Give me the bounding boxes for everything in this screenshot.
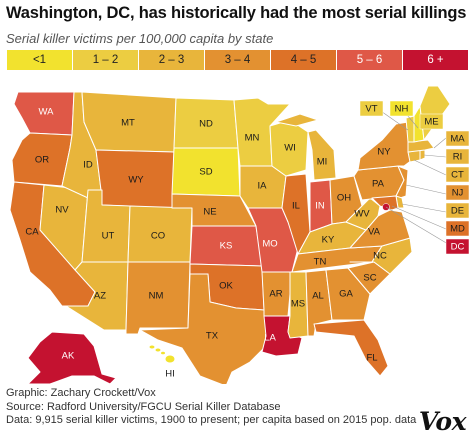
state-label-MT: MT [121,118,135,129]
state-VT [405,115,415,143]
callout-NJ: NJ [445,184,470,201]
state-label-OR: OR [35,155,49,166]
state-MI [275,113,337,181]
vox-logo: Vox [418,407,467,436]
state-label-AZ: AZ [94,291,106,302]
legend-bin: 2 – 3 [139,50,205,70]
callout-NH: NH [389,100,414,117]
state-label-HI: HI [165,369,175,380]
callout-label-RI: RI [453,152,463,163]
state-label-MS: MS [291,299,305,310]
state-label-OK: OK [219,281,233,292]
callout-DE: DE [445,202,470,219]
state-label-ND: ND [199,119,213,130]
color-legend: <1 1 – 2 2 – 3 3 – 4 4 – 5 5 – 6 6 + [7,50,468,70]
state-label-AL: AL [312,291,324,302]
state-label-UT: UT [102,231,115,242]
state-label-ID: ID [83,160,93,171]
callout-label-ME: ME [424,117,438,128]
state-label-TN: TN [314,257,327,268]
credits: Graphic: Zachary Crockett/Vox Source: Ra… [6,387,416,428]
callout-MA: MA [445,130,470,147]
state-label-WI: WI [284,143,296,154]
state-MA [407,139,435,153]
callout-label-NH: NH [395,104,409,115]
state-label-NY: NY [377,147,391,158]
state-AK [27,331,117,384]
state-label-PA: PA [372,179,385,190]
callout-label-NJ: NJ [452,188,464,199]
credit-data: Data: 9,915 serial killer victims, 1900 … [6,414,417,426]
state-label-IA: IA [258,181,268,192]
state-FL [313,319,389,377]
callout-label-DE: DE [451,206,464,217]
state-label-GA: GA [339,289,353,300]
callout-ME: ME [419,113,444,130]
chart-title: Washington, DC, has historically had the… [6,4,467,22]
state-NC [349,237,413,275]
credit-graphic: Graphic: Zachary Crockett/Vox [6,387,156,399]
callout-CT: CT [445,166,470,183]
state-label-IL: IL [292,201,300,212]
callout-label-DC: DC [451,242,465,253]
state-ME [419,85,451,141]
callout-label-MD: MD [450,224,465,235]
state-HI [148,344,176,364]
credit-source: Source: Radford University/FGCU Serial K… [6,400,281,413]
state-label-CO: CO [151,231,165,242]
state-label-AR: AR [269,289,282,300]
state-label-VA: VA [368,227,381,238]
state-label-KS: KS [220,241,233,252]
callout-VT: VT [359,100,384,117]
state-label-OH: OH [337,193,351,204]
chart-subtitle: Serial killer victims per 100,000 capita… [6,31,274,46]
state-label-NC: NC [373,251,387,262]
state-label-IN: IN [315,201,325,212]
state-label-LA: LA [264,333,276,344]
state-label-MI: MI [317,157,328,168]
state-label-MN: MN [245,133,260,144]
callout-DC: DC [445,238,470,255]
state-label-TX: TX [206,331,219,342]
legend-bin: 4 – 5 [271,50,337,70]
legend-bin: 1 – 2 [73,50,139,70]
legend-bin: 6 + [403,50,468,70]
state-label-FL: FL [366,353,377,364]
state-label-NE: NE [203,207,216,218]
state-MD [371,195,399,211]
state-label-WV: WV [354,209,370,220]
state-label-WA: WA [39,107,55,118]
us-choropleth-map: WA OR CA NV ID MT WY UT AZ CO NM ND SD NE KS OK TX MN IA MO… [9,85,470,384]
callout-label-CT: CT [451,170,464,181]
callout-MD: MD [445,220,470,237]
state-TX [139,273,269,384]
state-label-AK: AK [62,351,75,362]
state-label-NV: NV [55,205,69,216]
legend-bin: <1 [7,50,73,70]
state-label-CA: CA [25,227,39,238]
state-label-KY: KY [322,235,335,246]
state-label-WY: WY [128,175,144,186]
state-label-MO: MO [262,239,277,250]
state-label-NM: NM [149,291,164,302]
callout-RI: RI [445,148,470,165]
state-label-SD: SD [199,167,212,178]
callout-label-VT: VT [365,104,377,115]
legend-bin: 3 – 4 [205,50,271,70]
callout-label-MA: MA [450,134,465,145]
legend-bin: 5 – 6 [337,50,403,70]
state-label-SC: SC [363,273,376,284]
